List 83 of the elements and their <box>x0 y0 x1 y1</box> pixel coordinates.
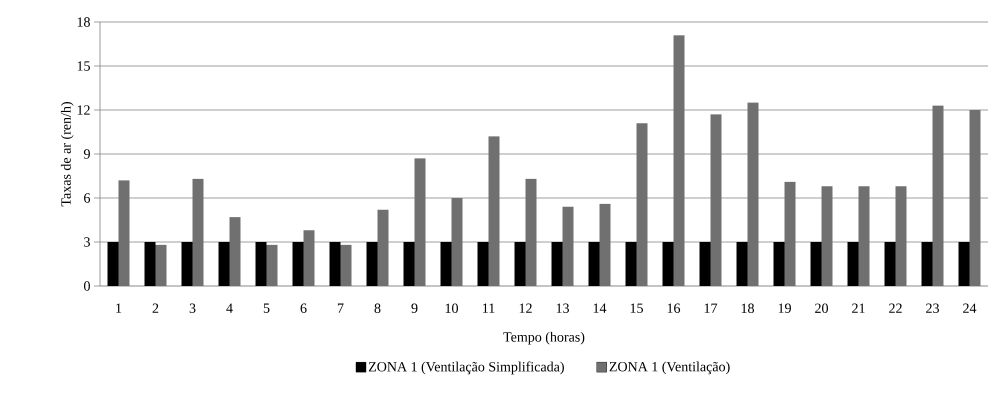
y-tick-label: 3 <box>84 237 90 247</box>
bar <box>810 242 822 286</box>
bar <box>118 180 130 286</box>
bar <box>182 242 193 286</box>
bar <box>514 242 526 286</box>
x-tick-label: 5 <box>264 304 270 313</box>
bar <box>848 242 859 286</box>
bar <box>922 242 933 286</box>
x-tick-label: 23 <box>926 304 939 313</box>
x-tick-label: 16 <box>668 304 680 313</box>
x-tick-label: 9 <box>411 304 418 313</box>
bar <box>774 242 785 286</box>
y-tick-label: 0 <box>84 281 90 291</box>
x-tick-label: 20 <box>815 304 828 313</box>
bar <box>218 242 230 286</box>
bar <box>674 35 685 286</box>
x-tick-label: 21 <box>852 304 865 313</box>
bar <box>414 158 426 286</box>
bar <box>662 242 674 286</box>
x-tick-label: 1 <box>116 304 122 313</box>
x-tick-label: 4 <box>226 304 233 313</box>
bar <box>304 230 315 286</box>
bar <box>710 114 722 286</box>
y-tick-label: 9 <box>84 149 90 159</box>
bar <box>588 242 600 286</box>
bar <box>366 242 378 286</box>
x-tick-label: 2 <box>152 304 158 313</box>
x-tick-label: 10 <box>446 304 458 313</box>
bar <box>256 242 267 286</box>
x-axis-title: Tempo (horas) <box>503 332 584 345</box>
bar <box>266 244 278 286</box>
bar <box>108 242 119 286</box>
bar <box>144 242 156 286</box>
bar <box>478 242 489 286</box>
bar <box>700 242 711 286</box>
bar <box>292 242 304 286</box>
bar <box>552 242 563 286</box>
x-tick-label: 17 <box>704 304 718 313</box>
bar <box>340 244 352 286</box>
bar <box>932 106 944 286</box>
bar <box>784 182 796 286</box>
x-tick-label: 6 <box>300 304 307 313</box>
bar <box>896 186 907 286</box>
bar <box>404 242 415 286</box>
x-tick-label: 19 <box>778 304 791 313</box>
x-tick-label: 3 <box>190 304 196 313</box>
bar <box>958 242 970 286</box>
x-tick-label: 14 <box>594 304 606 313</box>
x-tick-label: 18 <box>742 304 754 313</box>
x-tick-label: 8 <box>374 304 380 313</box>
bar <box>440 242 452 286</box>
bar <box>748 102 759 286</box>
bar <box>858 186 870 286</box>
x-tick-label: 12 <box>520 304 532 313</box>
bar <box>626 242 637 286</box>
bar <box>230 217 241 286</box>
y-tick-label: 15 <box>78 61 90 71</box>
bar <box>488 136 500 286</box>
bar <box>330 242 341 286</box>
bar <box>562 206 574 286</box>
bar <box>970 110 981 286</box>
y-axis-title: Taxas de ar (ren/h) <box>60 102 74 206</box>
x-tick-label: 11 <box>482 304 494 313</box>
bar <box>884 242 896 286</box>
bar <box>378 210 389 286</box>
x-tick-label: 15 <box>630 304 643 313</box>
bar <box>526 178 537 286</box>
bar <box>600 204 611 286</box>
y-tick-label: 18 <box>78 17 90 27</box>
legend-label: ZONA 1 (Ventilação Simplificada) <box>368 361 564 374</box>
bar <box>192 178 204 286</box>
legend-label: ZONA 1 (Ventilação) <box>610 362 730 374</box>
x-tick-label: 22 <box>889 304 902 313</box>
bar <box>452 198 463 286</box>
bar <box>822 186 833 286</box>
x-tick-label: 7 <box>338 304 344 313</box>
bar <box>636 123 648 286</box>
x-tick-label: 24 <box>963 304 976 313</box>
x-tick-label: 13 <box>556 304 569 313</box>
bar <box>156 244 167 286</box>
y-tick-label: 12 <box>78 105 90 115</box>
bar <box>736 242 748 286</box>
y-tick-label: 6 <box>84 193 90 203</box>
